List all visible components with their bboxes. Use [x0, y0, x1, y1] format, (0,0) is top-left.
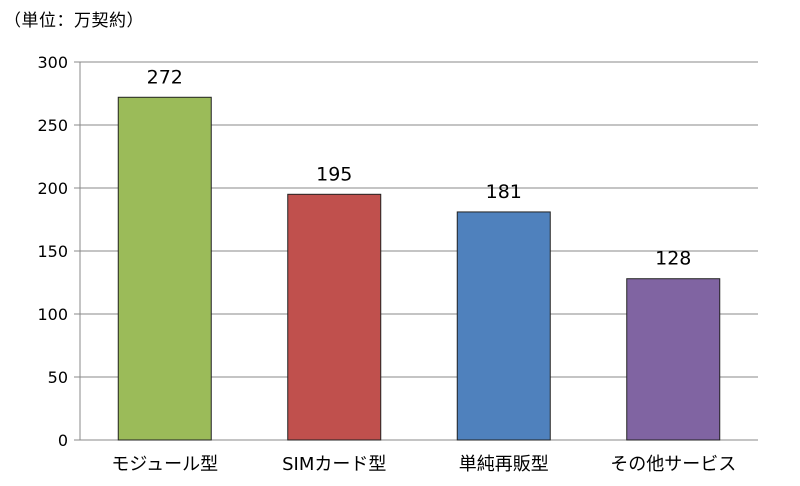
- x-category-label: 単純再販型: [459, 454, 549, 475]
- y-tick-label: 250: [37, 116, 68, 135]
- unit-label: （単位：万契約）: [4, 11, 144, 31]
- bar: [456, 211, 551, 441]
- bar: [626, 278, 721, 441]
- y-tick-label: 150: [37, 242, 68, 261]
- bar-value-label: 272: [147, 66, 183, 88]
- y-tick-label: 50: [48, 368, 68, 387]
- bar-value-label: 181: [486, 181, 522, 203]
- y-tick-label: 0: [58, 431, 68, 450]
- y-tick-label: 300: [37, 53, 68, 72]
- bar: [287, 193, 382, 441]
- bar: [117, 96, 212, 441]
- x-category-label: その他サービス: [610, 454, 736, 475]
- bar-value-label: 195: [316, 163, 352, 185]
- bar-value-label: 128: [655, 248, 691, 270]
- x-category-label: SIMカード型: [282, 454, 386, 475]
- y-tick-label: 200: [37, 179, 68, 198]
- x-category-label: モジュール型: [111, 454, 218, 475]
- y-tick-label: 100: [37, 305, 68, 324]
